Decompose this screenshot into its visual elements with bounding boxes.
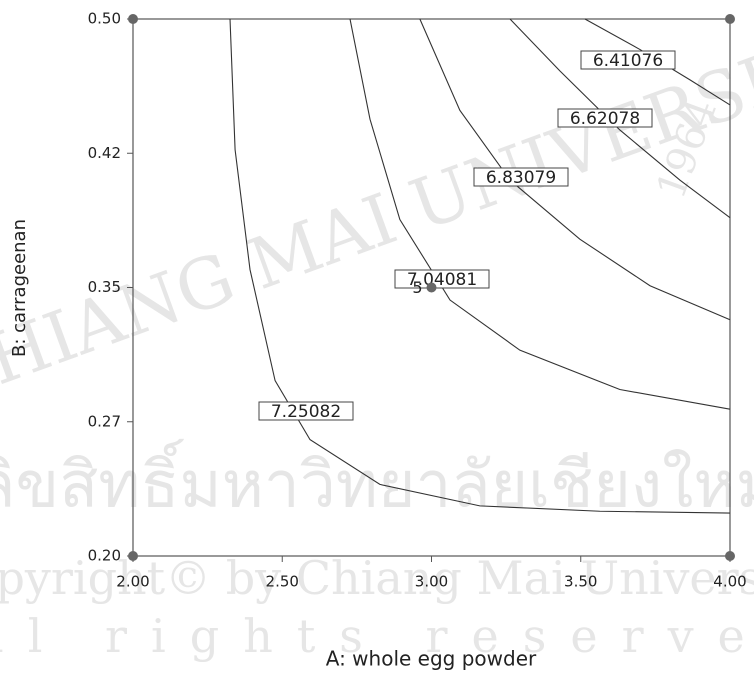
design-point	[725, 551, 735, 561]
design-point	[427, 283, 437, 293]
contour-label: 6.83079	[486, 168, 556, 188]
design-point	[725, 14, 735, 24]
watermark: ลิขสิทธิ์มหาวิทยาลัยเชียงใหม่	[0, 439, 754, 523]
page: {"chart_data": {"type": "contour", "xlab…	[0, 0, 754, 673]
x-tick-label: 4.00	[713, 573, 746, 591]
x-tick-label: 2.50	[266, 573, 299, 591]
y-tick-label: 0.50	[88, 10, 121, 28]
y-axis-title: B: carrageenan	[9, 219, 30, 357]
contour-label: 6.41076	[593, 51, 663, 71]
x-tick-label: 2.00	[116, 573, 149, 591]
center-point-label: 5	[412, 278, 422, 297]
y-tick-label: 0.20	[88, 547, 121, 565]
contour-label: 7.25082	[271, 402, 341, 422]
y-tick-label: 0.27	[88, 412, 121, 430]
chart: CHIANG MAI UNIVERSITY 1964 ลิขสิทธิ์มหาว…	[0, 0, 754, 673]
y-tick-label: 0.35	[88, 278, 121, 296]
x-axis-title: A: whole egg powder	[326, 647, 537, 671]
design-point	[128, 551, 138, 561]
y-tick-label: 0.42	[88, 144, 121, 162]
x-tick-label: 3.50	[564, 573, 597, 591]
contour-label: 6.62078	[570, 109, 640, 129]
x-tick-label: 3.00	[415, 573, 448, 591]
design-point	[128, 14, 138, 24]
